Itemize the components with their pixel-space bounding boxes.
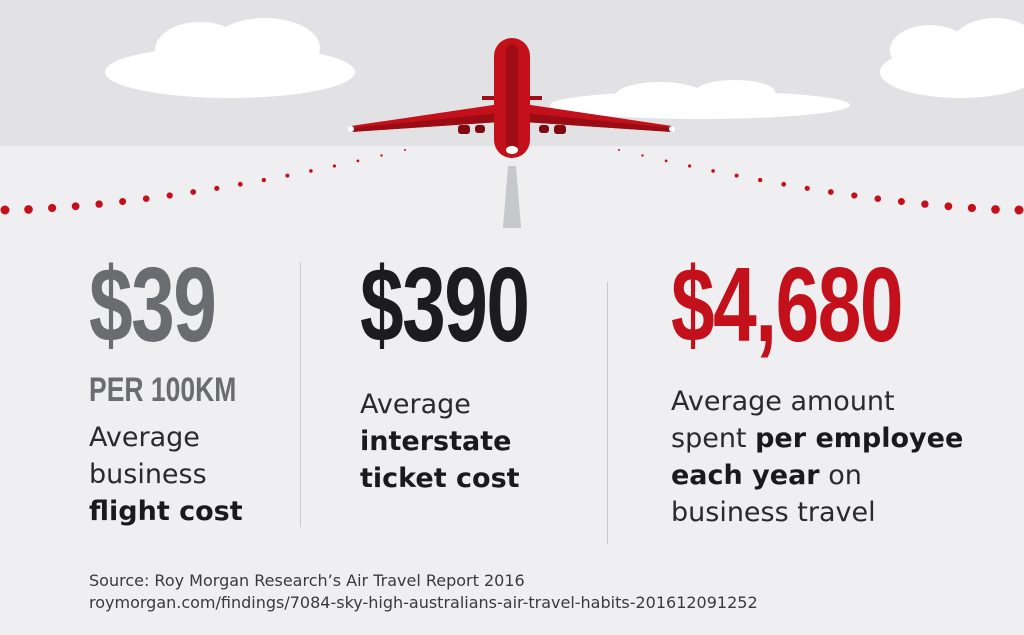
- stat-description-annual-spend: Average amount spent per employee each y…: [671, 383, 963, 531]
- desc-line: each year on: [671, 460, 862, 491]
- stat-description-ticket-cost: Average interstate ticket cost: [360, 386, 520, 497]
- runway-light-icon: [897, 198, 905, 205]
- desc-line: business: [89, 459, 207, 490]
- stat-unit: PER 100KM: [89, 371, 237, 409]
- runway-light-icon: [166, 192, 173, 199]
- runway-light-icon: [237, 181, 243, 187]
- runway-light-icon: [332, 164, 336, 168]
- runway-light-icon: [641, 154, 644, 157]
- runway-light-icon: [991, 205, 1000, 214]
- runway-light-icon: [95, 200, 103, 208]
- runway-strip: [503, 166, 521, 228]
- plane-scene: [0, 18, 1024, 228]
- runway-light-icon: [119, 198, 127, 205]
- divider: [607, 282, 608, 544]
- runway-light-icon: [921, 200, 929, 208]
- runway-light-icon: [827, 189, 834, 195]
- runway-light-icon: [1014, 205, 1024, 215]
- runway-light-icon: [664, 159, 668, 163]
- runway-light-icon: [190, 189, 197, 195]
- cloud-icon: [105, 18, 355, 98]
- runway-light-icon: [356, 159, 360, 163]
- desc-line: ticket cost: [360, 463, 520, 494]
- runway-light-icon: [404, 149, 406, 151]
- runway-light-icon: [711, 169, 715, 173]
- runway-light-icon: [944, 202, 953, 211]
- divider: [300, 262, 301, 527]
- cloud-icon: [550, 80, 850, 119]
- stat-value-ticket-cost: $390: [360, 246, 530, 364]
- stat-description-flight-cost: Average business flight cost: [89, 419, 243, 530]
- desc-line: Average amount: [671, 386, 895, 417]
- runway-light-icon: [48, 203, 57, 213]
- runway-light-icon: [688, 164, 692, 168]
- runway-light-icon: [285, 173, 290, 178]
- source-citation: Source: Roy Morgan Research’s Air Travel…: [89, 571, 525, 590]
- plane-icon: [348, 38, 675, 158]
- desc-line: flight cost: [89, 496, 243, 527]
- runway-light-icon: [24, 205, 33, 214]
- runway-light-icon: [758, 177, 763, 183]
- runway-lights: [0, 149, 1024, 215]
- stat-value-annual-spend: $4,680: [671, 246, 904, 364]
- runway-light-icon: [71, 202, 80, 211]
- runway-light-icon: [734, 173, 739, 178]
- cloud-icon: [880, 18, 1024, 98]
- desc-line: Average: [89, 422, 200, 453]
- source-url: roymorgan.com/findings/7084-sky-high-aus…: [89, 593, 758, 612]
- runway-light-icon: [851, 192, 858, 199]
- runway-light-icon: [618, 149, 620, 151]
- desc-line: Average: [360, 389, 471, 420]
- stat-value-flight-cost: $39: [89, 246, 217, 364]
- runway-light-icon: [0, 205, 10, 215]
- runway-light-icon: [804, 185, 810, 191]
- desc-line: interstate: [360, 426, 512, 457]
- runway-light-icon: [874, 195, 882, 202]
- runway-light-icon: [967, 203, 977, 213]
- desc-line: business travel: [671, 497, 876, 528]
- desc-line: spent per employee: [671, 423, 964, 454]
- runway-light-icon: [309, 169, 313, 173]
- runway-light-icon: [214, 185, 220, 191]
- runway-light-icon: [380, 154, 383, 157]
- runway-light-icon: [261, 177, 266, 183]
- runway-light-icon: [142, 195, 150, 202]
- runway-light-icon: [781, 181, 787, 187]
